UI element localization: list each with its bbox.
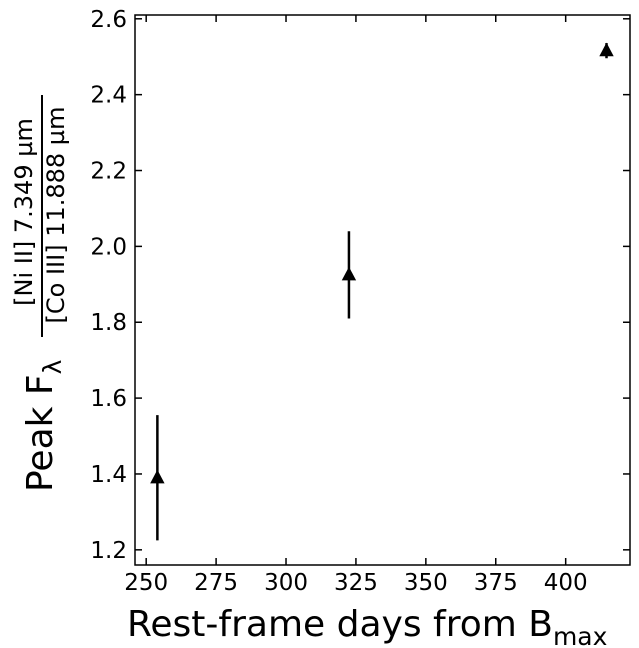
y-tick-label: 1.2 — [90, 538, 127, 564]
y-label-numerator: [Ni II] 7.349 µm — [10, 118, 38, 306]
x-label-sub: max — [553, 622, 607, 648]
x-axis-label: Rest-frame days from Bmax — [127, 604, 607, 648]
x-tick-label: 325 — [334, 570, 378, 596]
x-tick-label: 275 — [194, 570, 238, 596]
y-tick-label: 2.6 — [90, 7, 127, 33]
marker — [341, 266, 357, 281]
y-tick-label: 1.4 — [90, 462, 127, 488]
y-axis-label: Peak Fλ [Ni II] 7.349 µm [Co III] 11.888… — [10, 95, 70, 492]
marker — [150, 469, 165, 484]
x-label-main: Rest-frame days from B — [127, 604, 553, 645]
y-label-main-text: Peak Fλ — [20, 359, 67, 492]
plot-frame — [134, 14, 631, 566]
y-tick-label: 2.2 — [90, 159, 127, 185]
x-tick-label: 400 — [544, 570, 588, 596]
y-label-main: Peak F — [20, 374, 61, 492]
marker — [599, 42, 614, 57]
y-label-sub: λ — [38, 359, 67, 374]
y-tick-label: 2.0 — [90, 234, 127, 260]
x-tick-label: 250 — [124, 570, 168, 596]
x-tick-label: 300 — [264, 570, 308, 596]
y-tick-label: 1.6 — [90, 386, 127, 412]
y-label-denominator: [Co III] 11.888 µm — [42, 107, 70, 324]
y-tick-label: 2.4 — [90, 83, 127, 109]
x-tick-label: 350 — [404, 570, 448, 596]
y-tick-label: 1.8 — [90, 310, 127, 336]
x-tick-label: 375 — [474, 570, 518, 596]
